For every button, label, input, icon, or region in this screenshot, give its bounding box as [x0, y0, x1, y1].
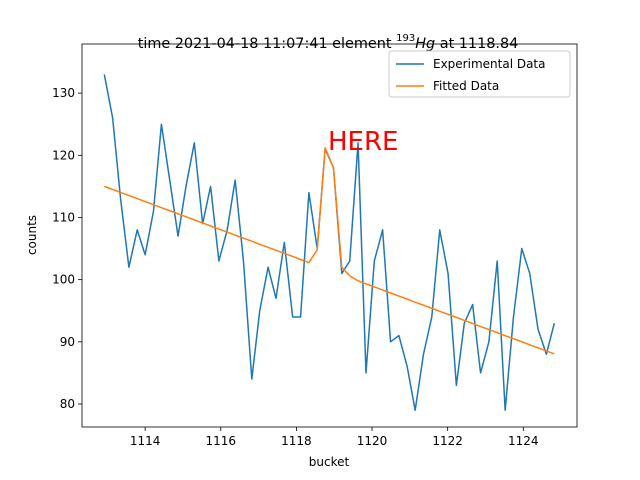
x-tick-label: 1114 [130, 434, 161, 448]
plot-frame [81, 43, 578, 428]
x-tick-label: 1120 [357, 434, 388, 448]
y-tick-label: 110 [52, 210, 75, 224]
y-tick-label: 130 [52, 86, 75, 100]
legend-label: Fitted Data [433, 79, 499, 93]
annotation: HERE [328, 127, 398, 157]
y-tick-label: 120 [52, 148, 75, 162]
y-tick-label: 100 [52, 273, 75, 287]
y-tick-label: 90 [60, 335, 75, 349]
y-axis-label: counts [25, 215, 39, 255]
legend-box [388, 50, 571, 98]
data-line [104, 147, 555, 355]
legend-label: Experimental Data [433, 57, 546, 71]
y-tick-label: 80 [60, 397, 75, 411]
legend: Experimental Data Fitted Data [388, 50, 571, 98]
x-tick-label: 1124 [508, 434, 539, 448]
x-tick-label: 1118 [281, 434, 312, 448]
x-axis-label: bucket [309, 455, 350, 469]
chart-title: time 2021-04-18 11:07:41 element 193Hg a… [138, 33, 519, 52]
data-line [103, 74, 556, 411]
title-superscript: 193 [396, 33, 415, 44]
x-tick-label: 1116 [206, 434, 237, 448]
x-tick-label: 1122 [432, 434, 463, 448]
